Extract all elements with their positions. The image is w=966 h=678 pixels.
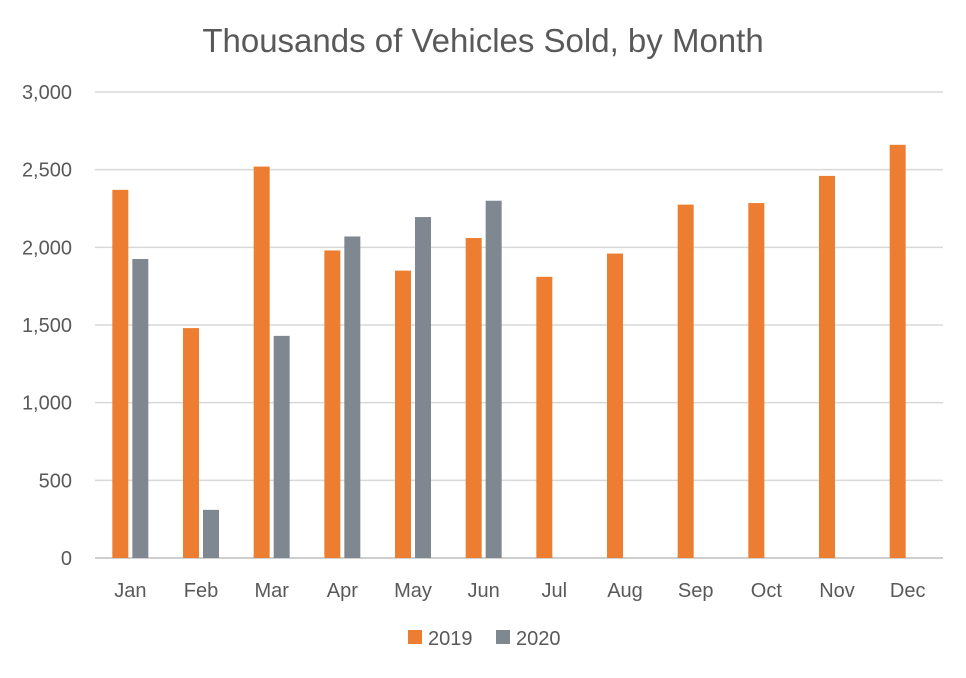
bar-2019-sep [677, 204, 694, 558]
y-axis-tick-labels: 0 500 1,000 1,500 2,000 2,500 3,000 [22, 82, 72, 570]
x-tick-label: Sep [678, 580, 714, 602]
bar-2019-jan [112, 189, 129, 559]
legend-swatch-2019 [408, 630, 422, 644]
x-tick-label: May [394, 580, 432, 602]
y-tick-label: 1,000 [22, 393, 72, 415]
x-tick-label: Oct [751, 580, 783, 602]
y-tick-label: 3,000 [22, 82, 72, 104]
bar-2020-jan [132, 258, 149, 558]
legend-label-2019: 2019 [428, 628, 473, 650]
bar-2019-feb [183, 328, 199, 558]
x-tick-label: Apr [327, 580, 358, 602]
y-tick-label: 2,000 [22, 237, 72, 259]
x-tick-label: Mar [254, 580, 289, 602]
bar-2020-feb [203, 509, 219, 558]
bars [112, 144, 906, 559]
bar-2019-jun [465, 238, 482, 558]
gridlines [95, 91, 943, 559]
bar-2019-nov [819, 175, 835, 558]
bar-2019-jul [536, 276, 553, 558]
x-tick-label: Jan [114, 580, 146, 602]
bar-2019-dec [889, 144, 906, 558]
legend-swatch-2020 [496, 630, 510, 644]
y-tick-label: 2,500 [22, 160, 72, 182]
bar-2019-aug [607, 253, 623, 558]
chart-title: Thousands of Vehicles Sold, by Month [202, 22, 763, 59]
x-tick-label: Feb [184, 580, 218, 602]
legend-label-2020: 2020 [516, 628, 561, 650]
x-tick-label: Nov [819, 580, 855, 602]
bar-2019-apr [324, 250, 341, 558]
bar-2020-mar [273, 335, 290, 558]
y-tick-label: 1,500 [22, 315, 72, 337]
bar-2019-oct [748, 203, 765, 558]
y-tick-label: 500 [39, 470, 72, 492]
x-tick-label: Jul [542, 580, 568, 602]
bar-2019-mar [253, 166, 270, 558]
x-axis-tick-labels: Jan Feb Mar Apr May Jun Jul Aug Sep Oct Nov Dec [114, 580, 925, 602]
x-tick-label: Dec [890, 580, 926, 602]
legend: 2019 2020 [408, 628, 561, 650]
x-tick-label: Jun [468, 580, 500, 602]
bar-2019-may [395, 270, 411, 558]
bar-2020-jun [485, 200, 502, 558]
x-tick-label: Aug [607, 580, 643, 602]
bar-2020-apr [344, 236, 361, 558]
y-tick-label: 0 [61, 548, 72, 570]
bar-2020-may [415, 217, 431, 558]
